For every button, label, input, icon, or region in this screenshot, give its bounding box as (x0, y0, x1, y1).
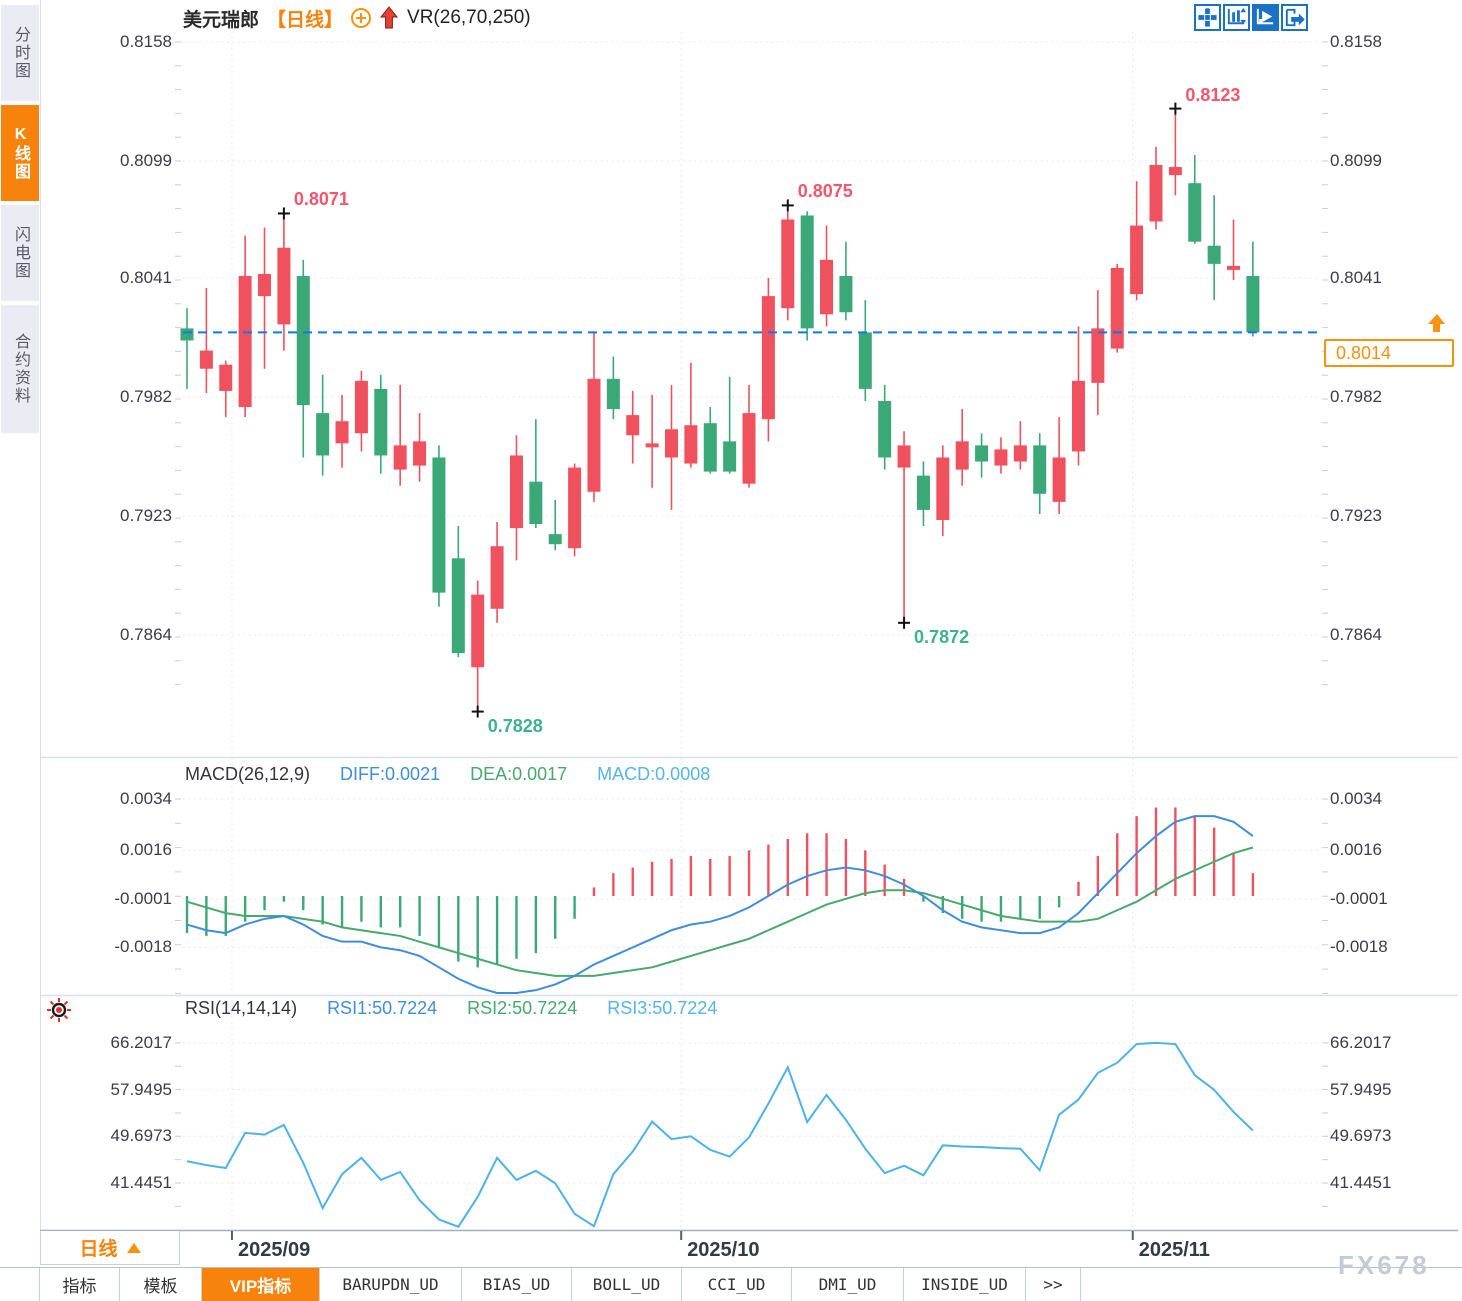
price-axis-label: 0.8158 (1330, 32, 1382, 51)
current-price-tag: 0.8014 (1324, 339, 1454, 367)
rsi-axis-label: 57.9495 (110, 1079, 172, 1099)
rsi-legend-item: RSI2:50.7224 (467, 998, 578, 1018)
macd-legend: MACD(26,12,9) DIFF:0.0021 DEA:0.0017 MACD:… (185, 764, 710, 785)
price-axis-label: 0.8041 (120, 267, 172, 287)
price-axis-label: 0.8158 (120, 32, 172, 51)
macd-axis-label: 0.0016 (1330, 840, 1382, 860)
rsi-axis-label: 41.4451 (110, 1173, 172, 1192)
bottom-tab--[interactable]: 模板 (120, 1268, 202, 1301)
rsi-axis-label: 41.4451 (1330, 1173, 1392, 1192)
price-axis-label: 0.7982 (1330, 386, 1382, 406)
chevron-up-icon (126, 1242, 141, 1253)
macd-axis-label: 0.0034 (120, 788, 172, 808)
watermark: FX678 (1338, 1250, 1430, 1280)
period-selector-label: 日线 (79, 1239, 118, 1260)
bottom-tab->>[interactable]: >> (1026, 1268, 1081, 1301)
sidebar-item-0[interactable]: 分时图 (1, 5, 39, 101)
x-axis-label: 2025/09 (237, 1239, 311, 1261)
rsi-axis-label: 49.6973 (1330, 1126, 1392, 1146)
price-axis-label: 0.8099 (1330, 150, 1382, 170)
rsi-legend-item: RSI1:50.7224 (327, 998, 438, 1018)
macd-legend-item: DIFF:0.0021 (340, 764, 441, 784)
rsi-axis-label: 66.2017 (1330, 1032, 1392, 1052)
chart-toolbar (1194, 4, 1308, 31)
bottom-tab-boll_ud[interactable]: BOLL_UD (572, 1268, 682, 1301)
bottom-tab-bias_ud[interactable]: BIAS_UD (462, 1268, 572, 1301)
price-extreme-label: 0.8075 (797, 181, 853, 202)
macd-label: MACD(26,12,9) (185, 764, 311, 784)
rsi-axis-label: 49.6973 (110, 1126, 172, 1146)
price-axis-label: 0.7923 (120, 505, 172, 525)
current-price-value: 0.8014 (1336, 342, 1392, 363)
rsi-axis-label: 66.2017 (110, 1032, 172, 1052)
zoom-add-icon[interactable] (351, 8, 372, 28)
price-axis-label: 0.8099 (120, 150, 172, 170)
alarm-icon[interactable] (46, 997, 72, 1023)
x-axis-row: 日线 (0, 1231, 1462, 1267)
sidebar-item-2[interactable]: 闪电图 (1, 205, 39, 301)
macd-axis-label: 0.0016 (120, 840, 172, 860)
up-arrow-icon (379, 6, 399, 29)
price-extreme-label: 0.8071 (293, 189, 349, 210)
indicator-label: VR(26,70,250) (407, 7, 531, 28)
macd-axis-label: -0.0001 (1330, 888, 1388, 908)
price-axis-label: 0.8041 (1330, 267, 1382, 287)
price-axis-label: 0.7864 (120, 624, 172, 644)
macd-legend-item: DEA:0.0017 (470, 764, 568, 784)
bottom-tab-dmi_ud[interactable]: DMI_UD (792, 1268, 904, 1301)
symbol-title: 美元瑞郎 (183, 9, 260, 31)
rsi-legend-item: RSI3:50.7224 (607, 998, 718, 1018)
pan-crosshair-icon[interactable] (1194, 4, 1221, 31)
rsi-label: RSI(14,14,14) (185, 998, 298, 1018)
price-extreme-label: 0.7828 (487, 715, 543, 736)
macd-axis-label: -0.0018 (1330, 937, 1388, 957)
sidebar-item-3[interactable]: 合约资料 (1, 305, 39, 433)
bottom-tab-barupdn_ud[interactable]: BARUPDN_UD (320, 1268, 462, 1301)
price-axis-label: 0.7864 (1330, 624, 1382, 644)
tab-bar-spacer (0, 1268, 40, 1301)
sidebar: 分时图 K线图闪电图合约资料 (0, 0, 41, 1230)
axis-play-icon[interactable] (1252, 4, 1279, 31)
price-axis-label: 0.7982 (120, 386, 172, 406)
price-extreme-label: 0.8123 (1185, 84, 1241, 105)
bottom-tab-inside_ud[interactable]: INSIDE_UD (904, 1268, 1026, 1301)
rsi-legend: RSI(14,14,14) RSI1:50.7224 RSI2:50.7224 RS… (185, 998, 717, 1019)
macd-axis-label: -0.0018 (114, 937, 172, 957)
sidebar-item-1[interactable]: K线图 (1, 105, 39, 201)
axis-scale-icon[interactable] (1223, 4, 1250, 31)
bottom-tab--[interactable]: 指标 (40, 1268, 120, 1301)
period-tag: 【日线】 (267, 9, 344, 31)
indicator-tab-bar: 指标 模板 VIP指标 BARUPDN_UD BIAS_UD BOLL_UD CCI_UD D… (0, 1267, 1462, 1301)
rsi-axis-label: 57.9495 (1330, 1079, 1392, 1099)
bottom-tab-vip-[interactable]: VIP指标 (202, 1268, 320, 1301)
macd-axis-label: 0.0034 (1330, 788, 1382, 808)
x-axis-label: 2025/10 (687, 1239, 760, 1261)
pop-out-icon[interactable] (1281, 4, 1308, 31)
chart-header: 美元瑞郎 【日线】 VR(26,70,250) (183, 4, 531, 32)
macd-axis-label: -0.0001 (114, 888, 172, 908)
period-selector[interactable]: 日线 (40, 1231, 180, 1265)
x-axis-label: 2025/11 (1138, 1239, 1210, 1261)
price-axis-label: 0.7923 (1330, 505, 1382, 525)
bottom-tab-cci_ud[interactable]: CCI_UD (682, 1268, 792, 1301)
macd-legend-item: MACD:0.0008 (597, 764, 711, 784)
price-extreme-label: 0.7872 (914, 626, 970, 647)
